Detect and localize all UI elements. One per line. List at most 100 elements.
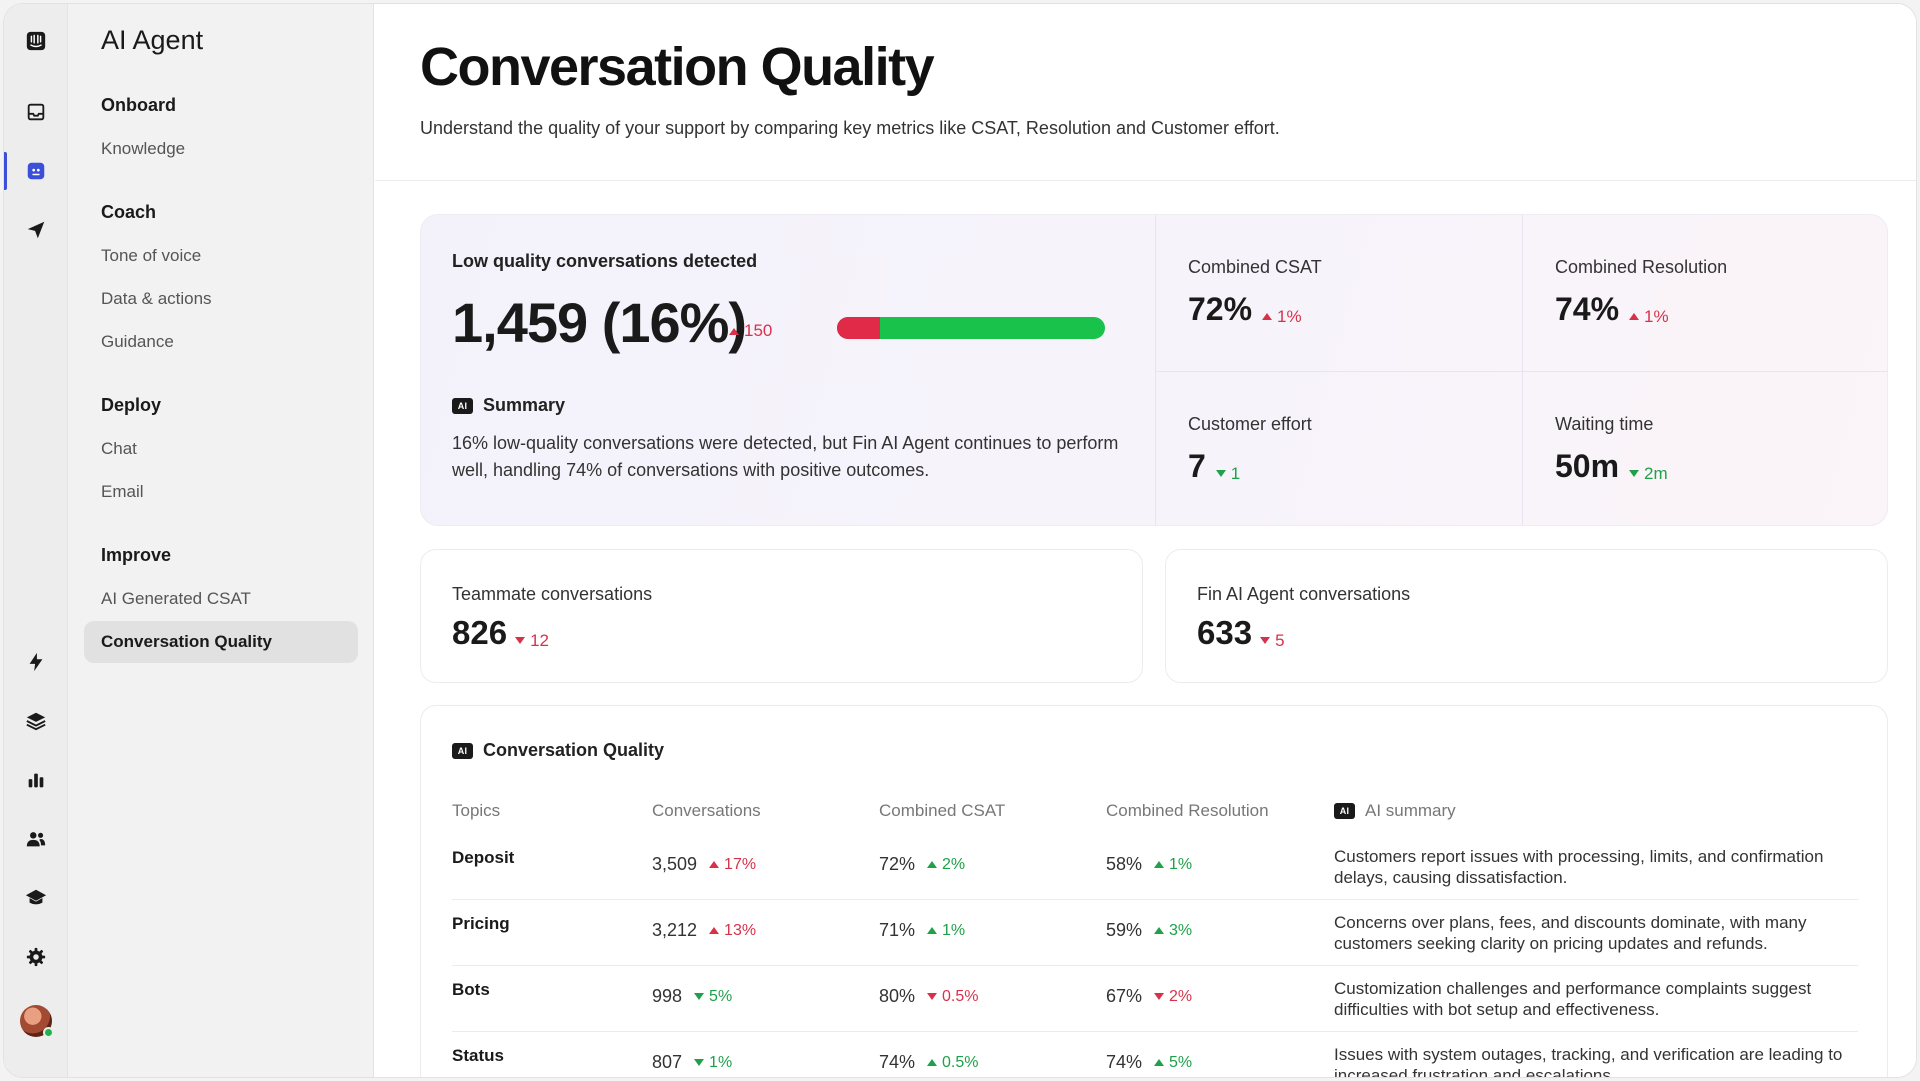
- metric-label: Combined CSAT: [1188, 257, 1322, 277]
- triangle-down-icon: [927, 993, 938, 1000]
- column-header-topics[interactable]: Topics: [452, 801, 501, 820]
- ai-badge-icon: AI: [1334, 803, 1355, 819]
- table-row[interactable]: Deposit 3,509 17% 72% 2% 58% 1% Customers r…: [452, 834, 1858, 900]
- cell-delta: 13%: [709, 922, 756, 940]
- card-delta-value: 5: [1275, 630, 1285, 650]
- header-divider: [375, 180, 1916, 181]
- metric-value-row: 74% 1%: [1555, 291, 1669, 328]
- sidebar-nav: AI Agent Onboard Knowledge Coach Tone of…: [68, 4, 374, 1077]
- metric-customer-effort[interactable]: Customer effort 7 1: [1155, 371, 1522, 525]
- column-header-combined-csat[interactable]: Combined CSAT: [879, 801, 1006, 820]
- cell-delta: 5%: [1154, 1054, 1192, 1072]
- summary-header: AI Summary: [452, 395, 565, 416]
- logo-icon[interactable]: [4, 18, 68, 64]
- table-row[interactable]: Pricing 3,212 13% 71% 1% 59% 3% Concerns ov…: [452, 900, 1858, 966]
- row-resolution: 59% 3%: [1106, 920, 1192, 941]
- cell-delta: 1%: [694, 1054, 732, 1072]
- fin-ai-agent-conversations-card[interactable]: Fin AI Agent conversations 633 5: [1165, 549, 1888, 683]
- academy-icon[interactable]: [4, 875, 68, 921]
- cell-delta: 17%: [709, 856, 756, 874]
- cell-delta-value: 13%: [724, 921, 757, 939]
- card-value: 633: [1197, 614, 1253, 651]
- cell-delta-value: 1%: [942, 921, 966, 939]
- sidebar-item-ai-generated-csat[interactable]: AI Generated CSAT: [101, 589, 251, 608]
- card-value-row: 633 5: [1197, 614, 1285, 652]
- sidebar-item-chat[interactable]: Chat: [101, 439, 137, 458]
- metric-value-row: 7 1: [1188, 448, 1240, 485]
- cell-value: 3,509: [652, 854, 698, 874]
- card-label: Teammate conversations: [452, 584, 653, 604]
- ai-agent-icon[interactable]: [4, 148, 68, 194]
- column-header-conversations[interactable]: Conversations: [652, 801, 761, 820]
- teammate-conversations-card[interactable]: Teammate conversations 826 12: [420, 549, 1143, 683]
- reports-icon[interactable]: [4, 757, 68, 803]
- sidebar-item-guidance[interactable]: Guidance: [101, 332, 174, 351]
- row-conversations: 3,509 17%: [652, 854, 756, 875]
- triangle-up-icon: [927, 927, 938, 934]
- cell-delta-value: 2%: [942, 855, 966, 873]
- triangle-down-icon: [1260, 637, 1271, 644]
- sidebar-item-conversation-quality[interactable]: Conversation Quality: [84, 621, 358, 663]
- low-quality-bar-fill: [837, 317, 880, 339]
- metric-value: 7: [1188, 448, 1206, 484]
- cell-delta-value: 17%: [724, 855, 757, 873]
- metric-delta-value: 1%: [1277, 306, 1302, 326]
- summary-title: Summary: [483, 395, 566, 415]
- metric-waiting-time[interactable]: Waiting time 50m 2m: [1522, 371, 1887, 525]
- inbox-icon[interactable]: [4, 89, 68, 135]
- settings-icon[interactable]: [4, 934, 68, 980]
- cell-delta: 0.5%: [927, 987, 979, 1006]
- card-label: Fin AI Agent conversations: [1197, 584, 1411, 604]
- triangle-down-icon: [1215, 470, 1226, 477]
- cell-delta-value: 5%: [1169, 1053, 1193, 1071]
- row-topic: Status: [452, 1046, 504, 1065]
- summary-text: 16% low-quality conversations were detec…: [452, 433, 1119, 480]
- page-title: Conversation Quality: [420, 37, 935, 97]
- cell-delta: 0.5%: [927, 1054, 979, 1072]
- metric-delta: 1: [1215, 463, 1241, 484]
- triangle-up-icon: [709, 861, 720, 868]
- triangle-up-icon: [709, 927, 720, 934]
- row-resolution: 58% 1%: [1106, 854, 1192, 875]
- outbound-icon[interactable]: [4, 207, 68, 253]
- triangle-up-icon: [1262, 313, 1273, 320]
- row-ai-summary: Concerns over plans, fees, and discounts…: [1334, 913, 1807, 953]
- table-row[interactable]: Status 807 1% 74% 0.5% 74% 5% Issues with s…: [452, 1032, 1858, 1078]
- cell-delta-value: 3%: [1169, 921, 1193, 939]
- metric-value: 74%: [1555, 291, 1620, 327]
- sidebar-item-email[interactable]: Email: [101, 482, 144, 501]
- cell-delta: 2%: [1154, 988, 1192, 1006]
- triangle-down-icon: [694, 993, 705, 1000]
- metric-combined-csat[interactable]: Combined CSAT 72% 1%: [1155, 215, 1522, 371]
- bolt-icon[interactable]: [4, 639, 68, 685]
- sidebar-item-knowledge[interactable]: Knowledge: [101, 139, 186, 158]
- triangle-down-icon: [1629, 470, 1640, 477]
- metric-delta-value: 1: [1230, 463, 1241, 483]
- sidebar-item-data-actions[interactable]: Data & actions: [101, 289, 212, 308]
- column-header-ai-summary[interactable]: AI AI summary: [1334, 801, 1456, 821]
- row-csat: 72% 2%: [879, 854, 965, 875]
- cell-delta: 5%: [694, 988, 732, 1006]
- layers-icon[interactable]: [4, 698, 68, 744]
- column-header-combined-resolution[interactable]: Combined Resolution: [1106, 801, 1269, 820]
- row-conversations: 3,212 13%: [652, 920, 756, 941]
- table-header: AI Conversation Quality: [452, 740, 664, 761]
- online-status-dot: [43, 1027, 54, 1038]
- metric-label: Combined Resolution: [1555, 257, 1728, 277]
- row-topic: Pricing: [452, 914, 510, 933]
- nav-section-improve: Improve: [101, 545, 172, 565]
- row-ai-summary: Issues with system outages, tracking, an…: [1334, 1045, 1843, 1078]
- table-row[interactable]: Bots 998 5% 80% 0.5% 67% 2% Customization c…: [452, 966, 1858, 1032]
- row-ai-summary: Customers report issues with processing,…: [1334, 847, 1824, 887]
- cell-delta: 3%: [1154, 922, 1192, 940]
- cell-value: 80%: [879, 986, 916, 1006]
- avatar: [20, 1005, 54, 1038]
- triangle-up-icon: [1154, 927, 1165, 934]
- contacts-icon[interactable]: [4, 816, 68, 862]
- sidebar-item-tone-of-voice[interactable]: Tone of voice: [101, 246, 202, 265]
- triangle-up-icon: [1629, 313, 1640, 320]
- user-avatar-button[interactable]: [4, 998, 68, 1044]
- cell-delta: 1%: [1154, 856, 1192, 874]
- cell-delta-value: 0.5%: [942, 987, 979, 1005]
- metric-combined-resolution[interactable]: Combined Resolution 74% 1%: [1522, 215, 1887, 371]
